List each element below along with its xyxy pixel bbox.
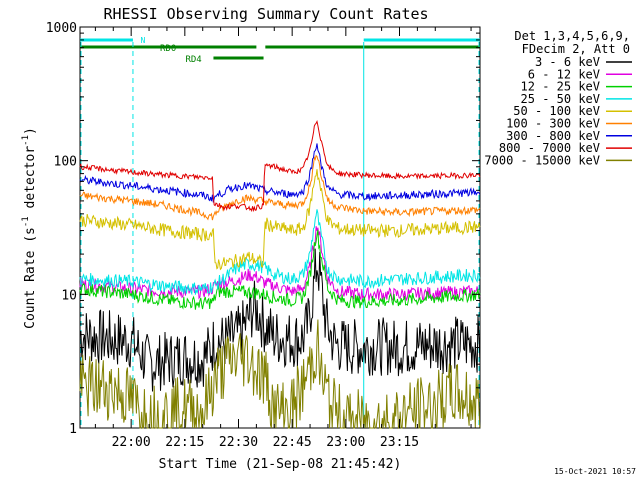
x-tick-label: 23:15	[380, 435, 419, 450]
x-tick-label: 22:00	[112, 435, 151, 450]
legend-header-1: Det 1,3,4,5,6,9,	[514, 29, 630, 43]
x-tick-label: 22:30	[219, 435, 258, 450]
legend-header-2: FDecim 2, Att 0	[522, 42, 630, 56]
x-tick-label: 23:00	[326, 435, 365, 450]
x-tick-label: 22:15	[165, 435, 204, 450]
legend-label: 7000 - 15000 keV	[484, 153, 600, 167]
y-axis-label-exp2: -1	[21, 135, 31, 146]
y-axis-label-main: Count Rate (s	[23, 227, 38, 329]
legend-label: 800 - 7000 keV	[499, 141, 600, 155]
legend-label: 100 - 300 keV	[506, 117, 600, 131]
y-axis-label-exp1: -1	[21, 216, 31, 227]
y-tick-label: 100	[54, 155, 77, 170]
x-axis-label: Start Time (21-Sep-08 21:45:42)	[159, 457, 402, 472]
series-line	[79, 229, 481, 310]
legend-label: 50 - 100 keV	[513, 104, 600, 118]
y-tick-label: 1	[69, 422, 77, 437]
series-line	[79, 143, 481, 203]
x-tick-label: 22:45	[273, 435, 312, 450]
y-tick-label: 10	[61, 288, 77, 303]
legend-label: 3 - 6 keV	[535, 55, 600, 69]
flag-label: RD0	[160, 44, 176, 54]
legend: Det 1,3,4,5,6,9, FDecim 2, Att 0 3 - 6 k…	[484, 29, 632, 167]
plot-frame	[79, 26, 481, 429]
series-line	[79, 209, 481, 296]
y-axis-label: Count Rate (s-1 detector-1)	[21, 127, 38, 329]
series-line	[79, 319, 481, 430]
legend-label: 12 - 25 keV	[521, 80, 600, 94]
series-line	[79, 169, 481, 271]
series-line	[79, 154, 481, 221]
legend-label: 6 - 12 keV	[528, 67, 600, 81]
series-line	[79, 120, 481, 213]
y-axis-label-mid: detector	[23, 146, 38, 217]
y-axis-label-end: )	[23, 127, 38, 135]
flag-label: RD4	[185, 55, 201, 65]
series-line	[79, 226, 481, 302]
series-line	[79, 248, 481, 392]
y-tick-label: 1000	[46, 21, 77, 36]
legend-label: 300 - 800 keV	[506, 129, 600, 143]
flag-label: N	[141, 36, 146, 45]
timestamp: 15-Oct-2021 10:57	[554, 467, 636, 476]
legend-label: 25 - 50 keV	[521, 92, 600, 106]
chart-title: RHESSI Observing Summary Count Rates	[103, 5, 428, 23]
